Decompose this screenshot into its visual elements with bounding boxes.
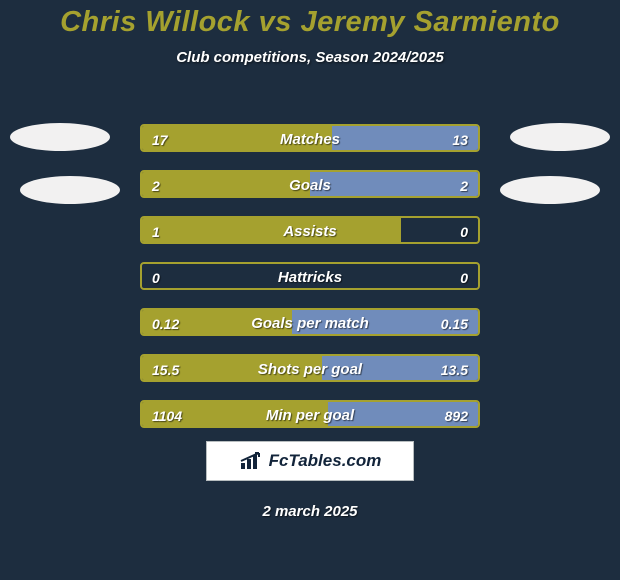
stat-row: 00Hattricks: [140, 262, 480, 290]
avatar-shelf: [500, 176, 600, 204]
avatar-shelf: [20, 176, 120, 204]
stat-row: 0.120.15Goals per match: [140, 308, 480, 336]
stat-label: Min per goal: [142, 402, 478, 428]
stat-rows: 1713Matches 22Goals 10Assists 00Hattricks 0.…: [140, 124, 480, 446]
stat-label: Shots per goal: [142, 356, 478, 382]
title-player-left: Chris Willock: [60, 6, 250, 38]
stat-label: Matches: [142, 126, 478, 152]
subtitle: Club competitions, Season 2024/2025: [0, 49, 620, 66]
stat-label: Hattricks: [142, 264, 478, 290]
stat-row: 22Goals: [140, 170, 480, 198]
avatar-shelf: [510, 123, 610, 151]
stat-label: Goals per match: [142, 310, 478, 336]
title-vs: vs: [259, 6, 292, 38]
brand-text: FcTables.com: [269, 451, 382, 471]
title-player-right: Jeremy Sarmiento: [300, 6, 559, 38]
stat-row: 15.513.5Shots per goal: [140, 354, 480, 382]
brand-bars-icon: [239, 451, 265, 471]
page-title: Chris Willock vs Jeremy Sarmiento: [0, 0, 620, 39]
brand-badge: FcTables.com: [206, 441, 414, 481]
comparison-infographic: Chris Willock vs Jeremy Sarmiento Club c…: [0, 0, 620, 580]
stat-row: 10Assists: [140, 216, 480, 244]
stat-row: 1104892Min per goal: [140, 400, 480, 428]
date-text: 2 march 2025: [0, 503, 620, 520]
stat-row: 1713Matches: [140, 124, 480, 152]
stat-label: Goals: [142, 172, 478, 198]
stat-label: Assists: [142, 218, 478, 244]
avatar-shelf: [10, 123, 110, 151]
